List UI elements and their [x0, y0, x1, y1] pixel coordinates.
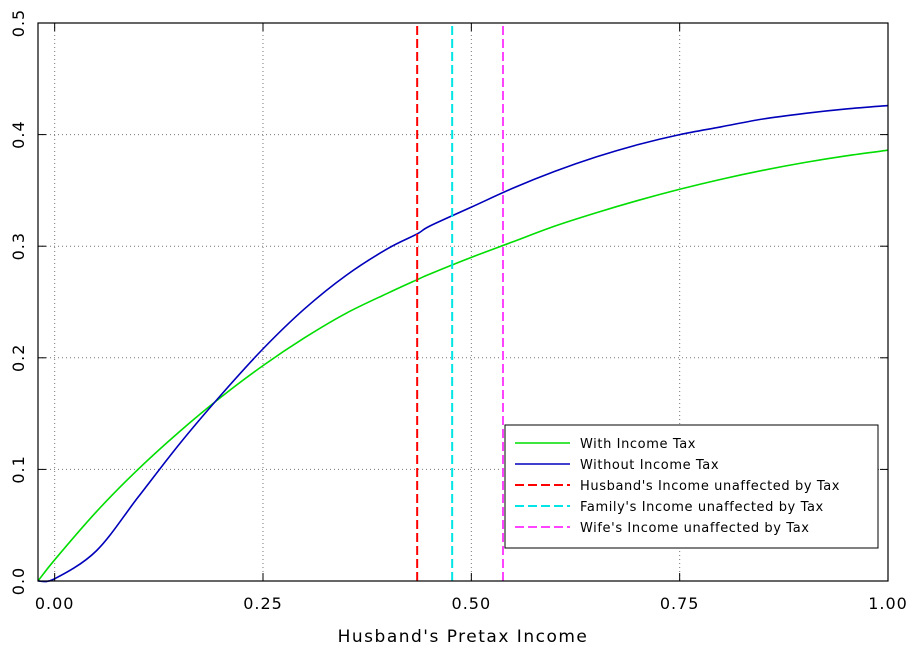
y-tick-label: 0.2	[9, 344, 28, 372]
legend-label: With Income Tax	[580, 437, 696, 452]
y-tick-label: 0.3	[9, 232, 28, 260]
y-tick-label: 0.0	[9, 567, 28, 595]
tick-labels: 0.00 0.25 0.50 0.75 1.00 0.0 0.1 0.2 0.3 0.4 0.5	[9, 9, 908, 613]
legend-label: Without Income Tax	[580, 458, 719, 473]
legend: With Income Tax Without Income Tax Husband…	[504, 424, 879, 549]
x-axis-title: Husband's Pretax Income	[338, 627, 589, 647]
plot-series	[37, 23, 889, 583]
axis-ticks	[38, 22, 889, 582]
x-tick-label: 1.00	[868, 594, 908, 613]
y-tick-label: 0.4	[9, 120, 28, 148]
legend-label: Wife's Income unaffected by Tax	[580, 521, 810, 536]
y-tick-label: 0.1	[9, 455, 28, 483]
plot-frame	[37, 22, 889, 582]
y-tick-label: 0.5	[9, 9, 28, 37]
x-tick-label: 0.25	[243, 594, 283, 613]
legend-label: Family's Income unaffected by Tax	[580, 500, 824, 515]
x-tick-label: 0.75	[660, 594, 700, 613]
series-without-income-tax	[37, 104, 889, 583]
x-tick-label: 0.00	[35, 594, 75, 613]
series-with-income-tax	[37, 149, 889, 582]
legend-label: Husband's Income unaffected by Tax	[580, 479, 840, 494]
x-tick-label: 0.50	[452, 594, 492, 613]
